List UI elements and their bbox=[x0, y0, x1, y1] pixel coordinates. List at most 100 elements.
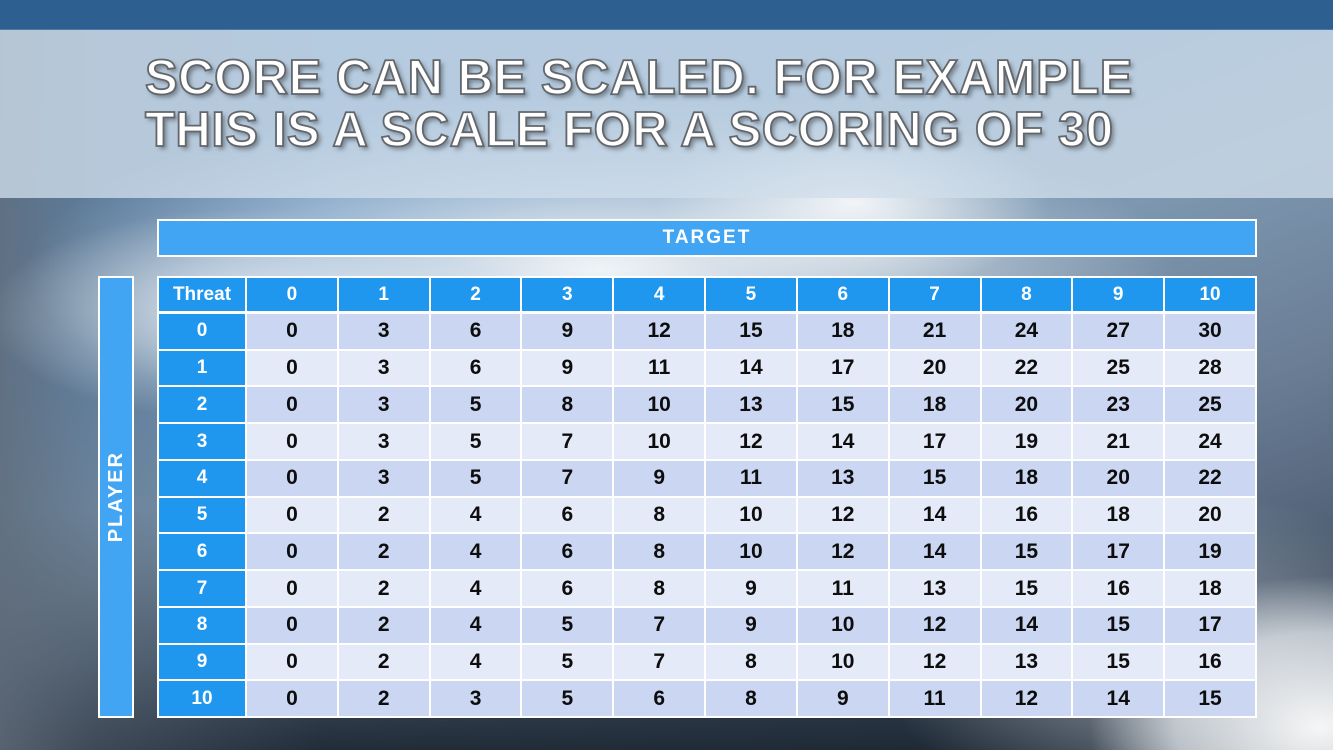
score-cell: 6 bbox=[522, 497, 613, 533]
row-header: 7 bbox=[159, 571, 245, 606]
column-header: 1 bbox=[338, 278, 429, 311]
score-cell: 0 bbox=[247, 424, 337, 459]
score-cell: 11 bbox=[706, 460, 796, 496]
score-cell: 7 bbox=[522, 460, 613, 496]
score-cell: 15 bbox=[981, 534, 1072, 570]
score-cell: 17 bbox=[1165, 607, 1255, 643]
table-row: 0 0 3 6 9 12 15 18 21 24 27 30 bbox=[159, 314, 1255, 349]
score-cell: 7 bbox=[614, 607, 705, 643]
score-cell: 8 bbox=[614, 497, 705, 533]
score-cell: 5 bbox=[522, 607, 613, 643]
table-row: 5 0 2 4 6 8 10 12 14 16 18 20 bbox=[159, 497, 1255, 533]
score-cell: 4 bbox=[430, 571, 521, 606]
score-cell: 15 bbox=[1073, 644, 1164, 680]
score-cell: 8 bbox=[614, 534, 705, 570]
score-cell: 8 bbox=[706, 681, 796, 717]
score-cell: 0 bbox=[247, 607, 337, 643]
score-cell: 17 bbox=[889, 424, 980, 459]
score-cell: 15 bbox=[981, 571, 1072, 606]
score-cell: 4 bbox=[430, 607, 521, 643]
score-cell: 8 bbox=[522, 387, 613, 423]
column-header: 4 bbox=[614, 278, 705, 311]
score-cell: 2 bbox=[338, 681, 429, 717]
score-cell: 3 bbox=[338, 460, 429, 496]
score-cell: 11 bbox=[614, 350, 705, 386]
score-cell: 2 bbox=[338, 534, 429, 570]
score-cell: 14 bbox=[797, 424, 888, 459]
row-header: 2 bbox=[159, 387, 245, 423]
score-cell: 9 bbox=[706, 607, 796, 643]
row-header: 3 bbox=[159, 424, 245, 459]
score-cell: 23 bbox=[1073, 387, 1164, 423]
table-row: 3 0 3 5 7 10 12 14 17 19 21 24 bbox=[159, 424, 1255, 459]
score-cell: 27 bbox=[1073, 314, 1164, 349]
top-accent-bar bbox=[0, 0, 1333, 30]
score-cell: 24 bbox=[1165, 424, 1255, 459]
player-axis-label: PLAYER bbox=[104, 451, 127, 543]
score-cell: 9 bbox=[522, 314, 613, 349]
score-cell: 16 bbox=[1165, 644, 1255, 680]
score-cell: 25 bbox=[1165, 387, 1255, 423]
score-cell: 14 bbox=[706, 350, 796, 386]
score-cell: 12 bbox=[797, 497, 888, 533]
score-cell: 6 bbox=[430, 314, 521, 349]
score-cell: 5 bbox=[430, 424, 521, 459]
score-cell: 18 bbox=[1073, 497, 1164, 533]
score-cell: 13 bbox=[981, 644, 1072, 680]
score-cell: 24 bbox=[981, 314, 1072, 349]
score-cell: 28 bbox=[1165, 350, 1255, 386]
score-cell: 6 bbox=[522, 571, 613, 606]
score-cell: 11 bbox=[889, 681, 980, 717]
score-cell: 12 bbox=[614, 314, 705, 349]
score-cell: 25 bbox=[1073, 350, 1164, 386]
matrix-body: 0 0 3 6 9 12 15 18 21 24 27 30 1 0 3 6 9 11 14 17 20 22 25 28 2 0… bbox=[159, 314, 1255, 717]
slide-title-line-2: THIS IS A SCALE FOR A SCORING OF 30 bbox=[144, 103, 1114, 157]
score-cell: 5 bbox=[430, 460, 521, 496]
score-cell: 12 bbox=[889, 644, 980, 680]
score-cell: 21 bbox=[889, 314, 980, 349]
score-cell: 3 bbox=[338, 350, 429, 386]
score-cell: 13 bbox=[889, 571, 980, 606]
score-cell: 2 bbox=[338, 497, 429, 533]
score-cell: 0 bbox=[247, 497, 337, 533]
score-cell: 9 bbox=[614, 460, 705, 496]
score-cell: 0 bbox=[247, 350, 337, 386]
score-cell: 12 bbox=[706, 424, 796, 459]
score-cell: 17 bbox=[797, 350, 888, 386]
score-cell: 10 bbox=[706, 497, 796, 533]
row-header: 10 bbox=[159, 681, 245, 717]
score-cell: 10 bbox=[614, 387, 705, 423]
column-header: 7 bbox=[889, 278, 980, 311]
score-cell: 18 bbox=[1165, 571, 1255, 606]
corner-header-threat: Threat bbox=[159, 278, 245, 311]
row-header: 0 bbox=[159, 314, 245, 349]
table-row: 1 0 3 6 9 11 14 17 20 22 25 28 bbox=[159, 350, 1255, 386]
score-cell: 12 bbox=[797, 534, 888, 570]
score-cell: 18 bbox=[797, 314, 888, 349]
score-cell: 14 bbox=[1073, 681, 1164, 717]
score-cell: 4 bbox=[430, 497, 521, 533]
score-cell: 22 bbox=[981, 350, 1072, 386]
score-cell: 4 bbox=[430, 644, 521, 680]
score-cell: 14 bbox=[889, 534, 980, 570]
score-cell: 3 bbox=[338, 387, 429, 423]
table-row: 8 0 2 4 5 7 9 10 12 14 15 17 bbox=[159, 607, 1255, 643]
score-cell: 22 bbox=[1165, 460, 1255, 496]
matrix-header-row: Threat 0 1 2 3 4 5 6 7 8 9 10 bbox=[159, 278, 1255, 311]
score-cell: 2 bbox=[338, 644, 429, 680]
score-cell: 15 bbox=[706, 314, 796, 349]
score-cell: 0 bbox=[247, 644, 337, 680]
table-row: 9 0 2 4 5 7 8 10 12 13 15 16 bbox=[159, 644, 1255, 680]
column-header: 9 bbox=[1073, 278, 1164, 311]
score-cell: 15 bbox=[797, 387, 888, 423]
score-cell: 20 bbox=[889, 350, 980, 386]
score-cell: 9 bbox=[706, 571, 796, 606]
score-cell: 8 bbox=[614, 571, 705, 606]
score-cell: 6 bbox=[614, 681, 705, 717]
row-header: 9 bbox=[159, 644, 245, 680]
title-band: SCORE CAN BE SCALED. FOR EXAMPLE THIS IS… bbox=[0, 30, 1333, 198]
score-cell: 7 bbox=[522, 424, 613, 459]
score-cell: 0 bbox=[247, 534, 337, 570]
score-cell: 13 bbox=[706, 387, 796, 423]
score-matrix: Threat 0 1 2 3 4 5 6 7 8 9 10 0 0 3 6 9 12 15 18 21 24 27 30 1… bbox=[157, 276, 1257, 718]
